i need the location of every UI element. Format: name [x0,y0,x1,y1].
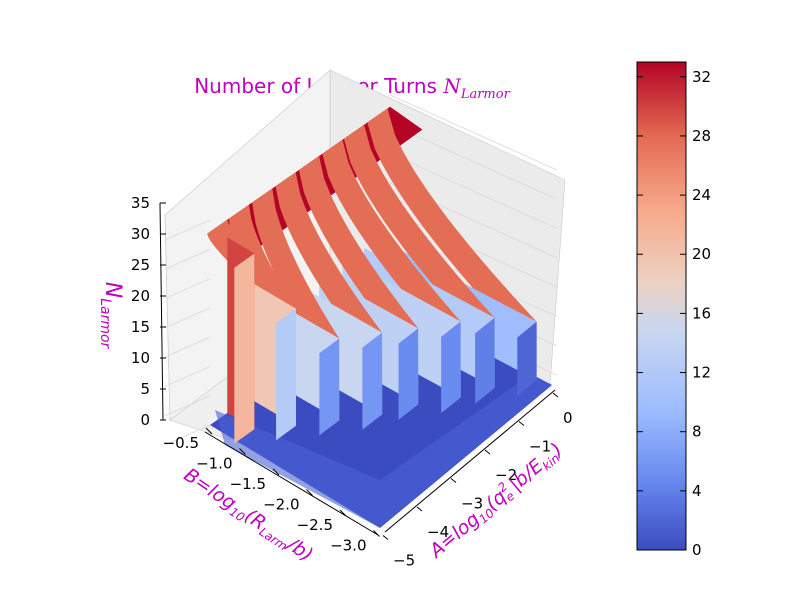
colorbar-tick-label: 24 [692,186,711,204]
a-tick-label: 0 [563,409,573,427]
a-axis: 0 −1 −2 −3 −4 −5 [382,389,573,570]
surface-hump [322,139,461,337]
z-tick-label: 35 [131,194,150,212]
surface-plateau-end [276,308,296,441]
b-tick-label: −2.5 [297,516,333,534]
surface-plateau-end [475,317,495,404]
colorbar-tick-label: 28 [692,127,711,145]
colorbar-tick-label: 0 [692,541,702,559]
colorbar-tick-label: 32 [692,68,711,86]
colorbar-ticks: 0 4 8 12 16 20 24 28 32 [637,68,711,559]
surface-mesh [207,106,537,444]
b-tick-label: −1.5 [230,475,266,493]
a-tick-label: −5 [393,552,415,570]
b-tick-label: −3.0 [330,537,366,555]
z-tick-label: 5 [140,380,150,398]
surface-plateau-end [517,321,537,397]
surface-plateau-end [362,332,383,430]
surface-plateau-end [441,321,461,414]
z-tick-label: 20 [131,287,150,305]
colorbar-tick-label: 16 [692,304,711,322]
surface-hump [252,188,340,354]
colorbar-tick-label: 4 [692,482,702,500]
surface-hump [367,108,537,338]
surface-hump [343,124,495,334]
colorbar-tick-label: 20 [692,245,711,263]
z-axis-label: NLarmor [97,282,125,350]
b-tick-label: −1.0 [196,455,232,473]
z-axis: 0 5 10 15 20 25 30 35 [131,194,166,429]
colorbar-tick-label: 8 [692,423,702,441]
z-tick-label: 15 [131,318,150,336]
surface-plateau-end [319,338,340,436]
surface-plateau-end [398,328,419,420]
z-tick-label: 25 [131,256,150,274]
a-tick-label: −2 [495,466,517,484]
z-tick-label: 10 [131,349,150,367]
colorbar-tick-label: 12 [692,364,711,382]
surface-plateau-end [234,253,255,444]
a-tick-label: −4 [427,523,449,541]
a-tick-label: −3 [461,495,483,513]
surface-hump [298,155,419,344]
surface-hump [275,172,383,348]
b-tick-label: −2.0 [263,496,299,514]
surface-hump [228,204,296,324]
z-tick-label: 0 [140,411,150,429]
b-axis: −0.5 −1.0 −1.5 −2.0 −2.5 −3.0 [163,427,380,555]
colorbar [636,61,687,551]
z-tick-label: 30 [131,225,150,243]
b-tick-label: −0.5 [163,434,199,452]
a-tick-label: −1 [529,438,551,456]
